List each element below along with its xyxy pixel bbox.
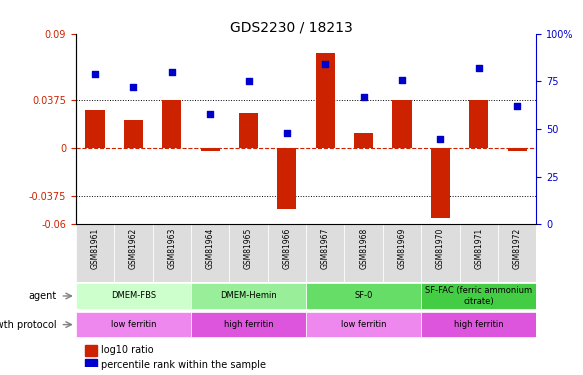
Text: agent: agent [29,291,57,301]
Text: GSM81962: GSM81962 [129,227,138,268]
Text: GSM81972: GSM81972 [512,227,522,268]
Text: SF-FAC (ferric ammonium
citrate): SF-FAC (ferric ammonium citrate) [425,286,532,306]
Point [512,103,522,109]
Point [398,76,407,82]
FancyBboxPatch shape [421,312,536,338]
Text: DMEM-FBS: DMEM-FBS [111,291,156,300]
Text: GSM81964: GSM81964 [206,227,215,269]
Text: GSM81969: GSM81969 [398,227,406,269]
FancyBboxPatch shape [306,225,345,282]
Text: percentile rank within the sample: percentile rank within the sample [101,360,266,370]
Text: GSM81965: GSM81965 [244,227,253,269]
Text: growth protocol: growth protocol [0,320,57,330]
FancyBboxPatch shape [76,225,114,282]
Text: high ferritin: high ferritin [224,320,273,329]
FancyBboxPatch shape [76,312,191,338]
Text: GDS2230 / 18213: GDS2230 / 18213 [230,21,353,34]
Bar [85,359,97,370]
FancyBboxPatch shape [498,225,536,282]
FancyBboxPatch shape [191,312,306,338]
Point [90,71,100,77]
Point [244,78,253,84]
Point [359,94,368,100]
Text: low ferritin: low ferritin [341,320,387,329]
Point [321,61,330,67]
Bar [278,148,297,209]
Text: GSM81968: GSM81968 [359,227,368,268]
FancyBboxPatch shape [306,312,421,338]
Bar [431,148,450,218]
FancyBboxPatch shape [76,283,191,309]
Bar [392,100,412,148]
FancyBboxPatch shape [306,283,421,309]
FancyBboxPatch shape [153,225,191,282]
FancyBboxPatch shape [383,225,421,282]
Point [282,130,292,136]
Text: DMEM-Hemin: DMEM-Hemin [220,291,277,300]
Bar [315,53,335,148]
FancyBboxPatch shape [191,283,306,309]
Point [205,111,215,117]
Bar [201,148,220,151]
Bar [85,345,97,356]
Bar [124,120,143,148]
Bar [239,112,258,148]
FancyBboxPatch shape [459,225,498,282]
Text: GSM81966: GSM81966 [282,227,292,269]
Text: GSM81967: GSM81967 [321,227,330,269]
FancyBboxPatch shape [229,225,268,282]
Bar [85,110,104,148]
Text: GSM81963: GSM81963 [167,227,176,269]
Text: high ferritin: high ferritin [454,320,504,329]
Text: log10 ratio: log10 ratio [101,345,154,355]
FancyBboxPatch shape [421,283,536,309]
Bar [469,100,489,148]
FancyBboxPatch shape [191,225,229,282]
Text: GSM81971: GSM81971 [475,227,483,268]
Point [129,84,138,90]
FancyBboxPatch shape [114,225,153,282]
Text: GSM81970: GSM81970 [436,227,445,269]
FancyBboxPatch shape [268,225,306,282]
FancyBboxPatch shape [421,225,459,282]
Bar [508,148,527,151]
Bar [354,133,373,148]
Point [474,65,483,71]
FancyBboxPatch shape [345,225,383,282]
Text: low ferritin: low ferritin [111,320,156,329]
Text: GSM81961: GSM81961 [90,227,100,268]
Point [167,69,177,75]
Text: SF-0: SF-0 [354,291,373,300]
Bar [162,100,181,148]
Point [436,136,445,142]
